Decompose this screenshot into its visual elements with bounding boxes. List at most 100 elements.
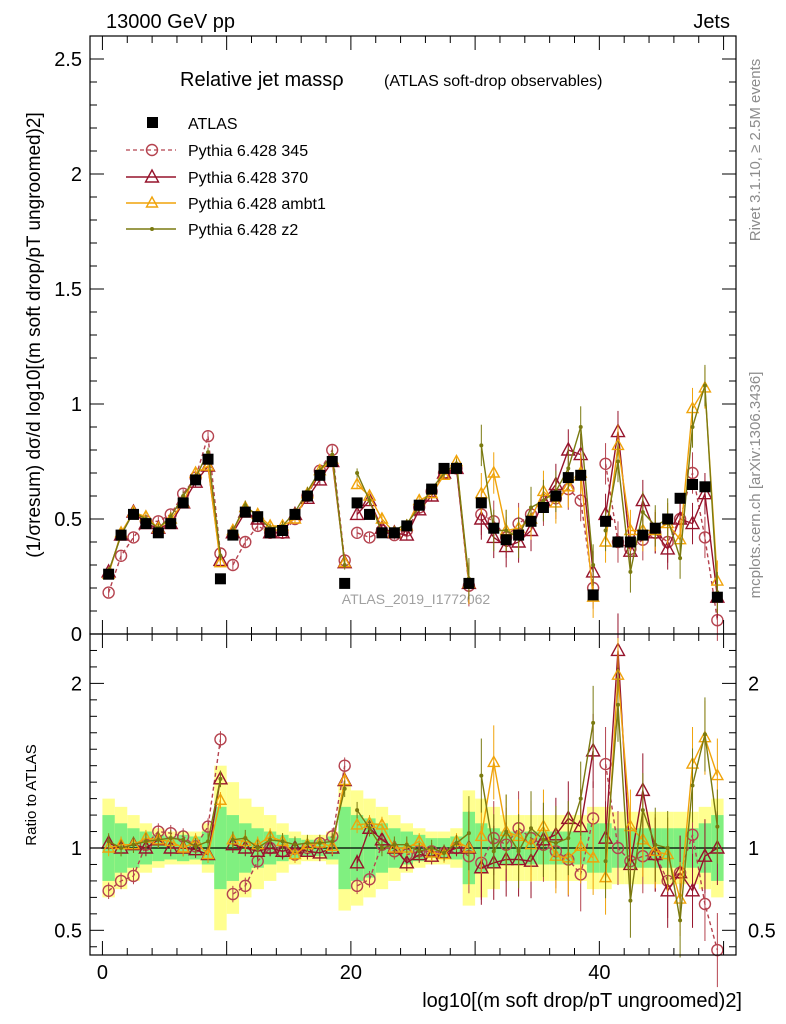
ratio-point-z2	[119, 846, 124, 850]
ratio-ytick-label-right: 1	[748, 838, 759, 860]
main-point-z2	[615, 459, 620, 464]
ratio-point-z2	[516, 849, 521, 854]
main-point-z2	[529, 505, 534, 510]
main-point-atlas	[699, 481, 711, 493]
main-point-z2	[243, 503, 248, 508]
main-point-atlas	[289, 508, 301, 520]
main-line-p370	[356, 467, 470, 584]
legend-marker-ambt1	[145, 195, 159, 208]
main-point-z2	[330, 452, 335, 457]
main-point-z2	[578, 425, 583, 429]
ratio-line-ambt1	[108, 800, 222, 857]
main-point-p370	[399, 526, 415, 541]
ratio-point-z2	[131, 842, 136, 847]
ratio-point-ambt1	[574, 838, 588, 852]
x-axis-label: log10[(m soft drop/pT ungroomed)2]	[422, 990, 742, 1012]
axes: 00.511.522.50.5 0.51 12 20 20 40	[54, 35, 776, 984]
ratio-point-z2	[504, 829, 509, 834]
main-point-z2	[690, 425, 695, 429]
main-point-ambt1	[487, 465, 501, 478]
ratio-point-p370	[237, 839, 253, 854]
main-line-z2	[232, 452, 346, 566]
main-point-atlas	[587, 589, 599, 601]
main-point-z2	[355, 471, 360, 475]
ratio-point-p370	[312, 844, 328, 859]
ratio-point-ambt1	[201, 847, 215, 860]
ratio-ytick-label-right: 0.5	[748, 920, 776, 942]
ratio-point-z2	[268, 837, 273, 842]
main-point-atlas	[513, 529, 525, 541]
ratio-point-z2	[665, 846, 670, 850]
ratio-point-z2	[429, 846, 434, 850]
legend-label-atlas: ATLAS	[188, 116, 238, 133]
ratio-point-z2	[143, 839, 148, 844]
main-line-p345	[232, 447, 346, 566]
rivet-version-label: Rivet 3.1.10, ≥ 2.5M events	[747, 59, 764, 242]
ratio-point-p345	[363, 873, 376, 886]
main-point-z2	[218, 553, 223, 558]
main-point-p345	[102, 586, 115, 599]
chart-subtitle: (ATLAS soft-drop observables)	[384, 73, 602, 90]
main-point-z2	[181, 494, 186, 498]
ratio-point-z2	[181, 837, 186, 842]
ratio-point-z2	[156, 837, 161, 842]
main-point-atlas	[500, 534, 512, 546]
main-point-atlas	[152, 527, 164, 539]
legend: ATLAS Pythia 6.428 345 Pythia 6.428 370 …	[126, 116, 326, 239]
ratio-point-z2	[230, 837, 235, 842]
ratio-point-p370	[138, 839, 154, 854]
main-point-z2	[206, 450, 211, 455]
ratio-point-p370	[187, 841, 204, 856]
ratio-point-z2	[615, 702, 620, 707]
main-point-p370	[498, 538, 514, 553]
ratio-point-ambt1	[213, 792, 228, 805]
ratio-point-z2	[466, 831, 471, 836]
ratio-line-ambt1	[604, 675, 719, 900]
main-point-atlas	[649, 522, 661, 534]
main-point-atlas	[202, 453, 214, 465]
main-point-p345	[127, 531, 140, 544]
ratio-ytick-label-right: 2	[748, 673, 759, 695]
ratio-line-ambt1	[480, 762, 594, 859]
main-point-p370	[697, 485, 713, 500]
ratio-point-ambt1	[325, 838, 339, 852]
main-point-p345	[350, 526, 364, 539]
main-ytick-label: 1.5	[54, 279, 82, 301]
ratio-point-z2	[454, 841, 459, 846]
main-point-atlas	[438, 462, 450, 474]
ratio-point-z2	[591, 720, 596, 725]
main-point-p370	[659, 540, 676, 555]
ratio-point-ambt1	[710, 768, 725, 781]
main-point-atlas	[525, 515, 537, 527]
main-point-atlas	[401, 520, 413, 532]
ratio-point-p370	[250, 842, 266, 857]
ratio-point-p345	[102, 884, 115, 897]
legend-marker-z2	[150, 227, 154, 231]
main-point-atlas	[264, 527, 276, 539]
main-point-ambt1	[213, 555, 228, 568]
legend-marker-p370	[144, 168, 160, 183]
main-point-z2	[640, 510, 645, 515]
legend-marker-p345	[145, 143, 159, 157]
main-point-p345	[599, 457, 612, 470]
main-point-ambt1	[375, 511, 389, 524]
main-point-atlas	[301, 490, 313, 502]
ratio-point-p370	[423, 847, 440, 862]
main-point-z2	[566, 466, 571, 471]
ratio-point-z2	[292, 842, 297, 847]
analysis-watermark: ATLAS_2019_I1772062	[342, 591, 491, 607]
main-point-atlas	[624, 536, 636, 548]
main-point-atlas	[227, 529, 239, 541]
ratio-point-p345	[338, 759, 351, 772]
ratio-line-p345	[108, 739, 222, 892]
ratio-point-z2	[715, 824, 720, 829]
ratio-xtick-label: 40	[588, 962, 610, 984]
main-ytick-label: 2.5	[54, 49, 82, 71]
main-point-atlas	[351, 497, 363, 509]
main-point-z2	[628, 569, 633, 574]
main-point-atlas	[426, 483, 438, 495]
main-line-p370	[107, 464, 222, 573]
ratio-line-z2	[356, 809, 470, 854]
chart-title: Relative jet massρ	[180, 69, 344, 91]
